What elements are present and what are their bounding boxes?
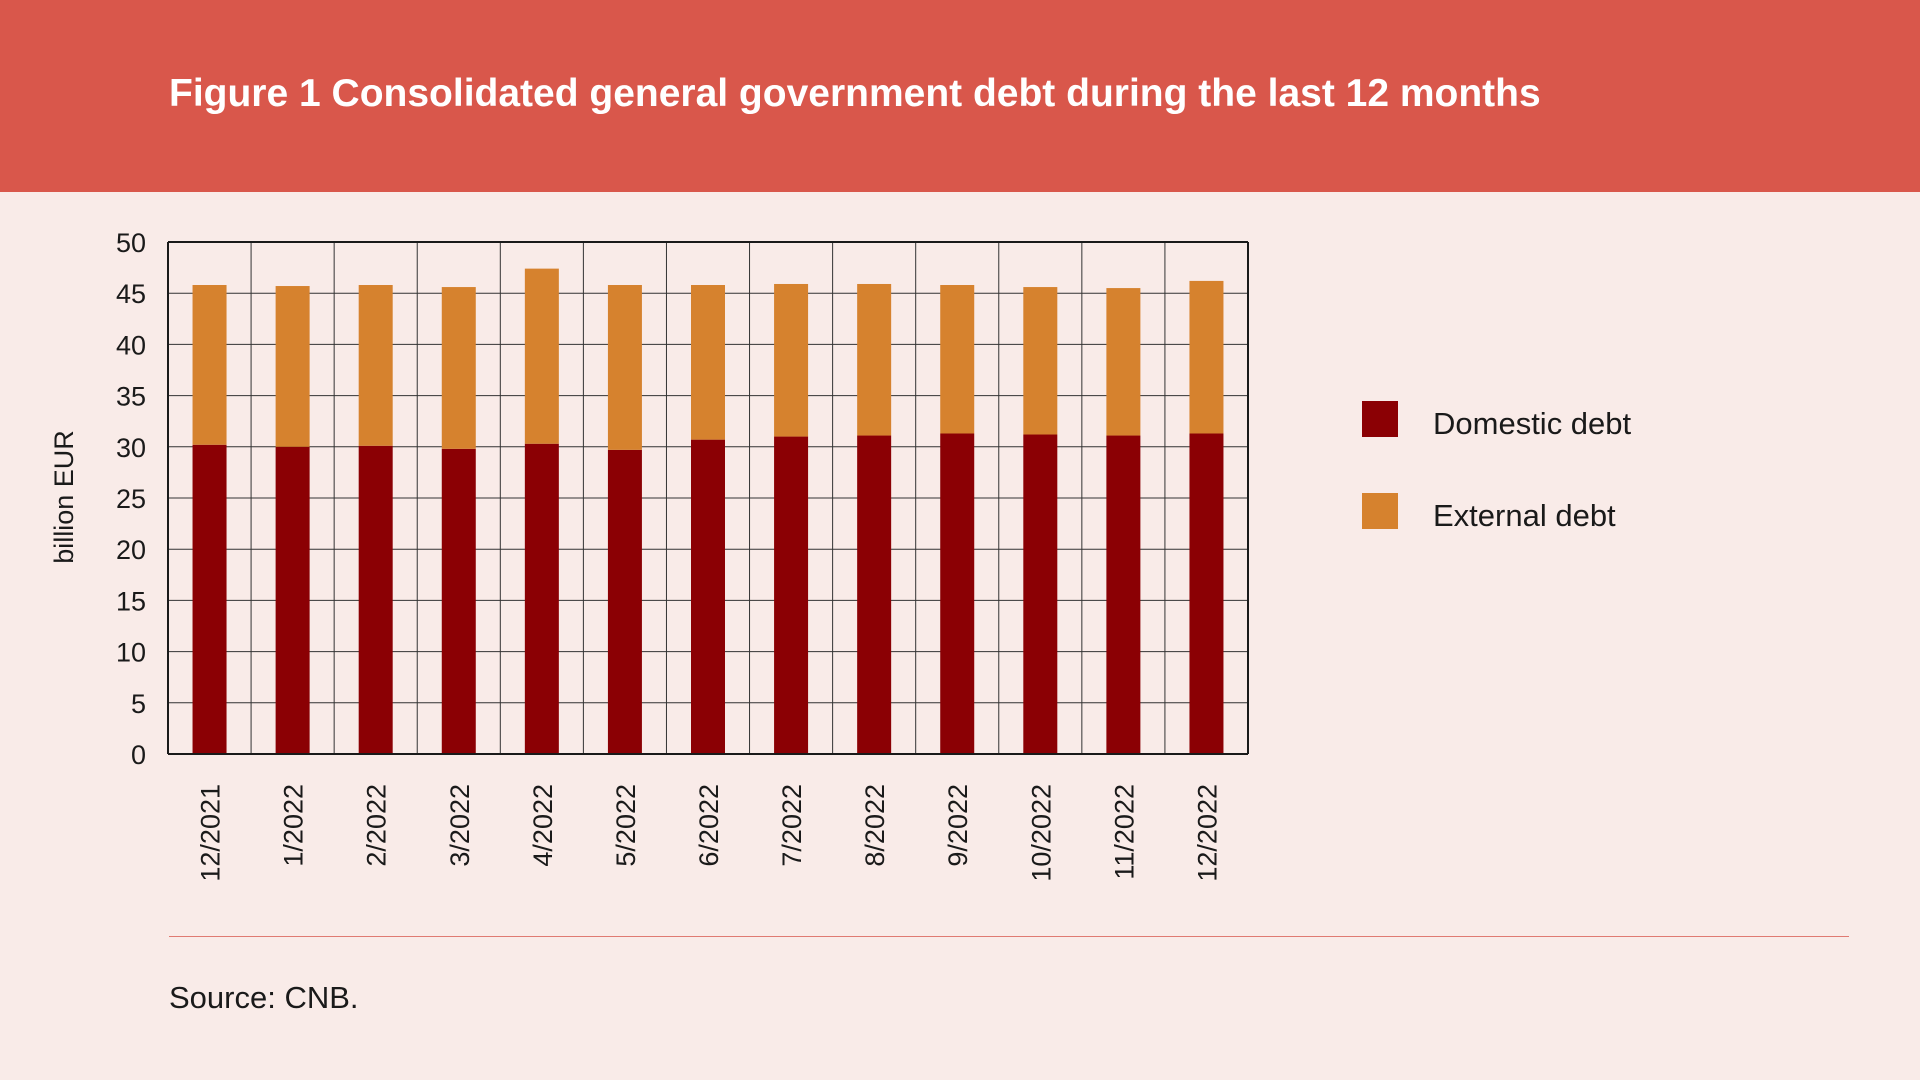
- bar-domestic-debt: [192, 444, 227, 754]
- x-tick-label: 11/2022: [1109, 784, 1139, 880]
- x-tick-label: 4/2022: [528, 784, 558, 867]
- x-tick-label: 3/2022: [445, 784, 475, 867]
- y-tick-label: 30: [116, 433, 146, 463]
- y-tick-label: 5: [131, 689, 146, 719]
- x-tick-label: 1/2022: [279, 784, 309, 867]
- bar-domestic-debt: [1189, 433, 1224, 754]
- y-axis-label: billion EUR: [49, 430, 79, 564]
- bar-domestic-debt: [524, 443, 559, 754]
- legend-swatch: [1362, 493, 1398, 529]
- bar-domestic-debt: [275, 446, 310, 754]
- bar-external-debt: [607, 285, 642, 450]
- bar-external-debt: [1106, 288, 1141, 436]
- source-note: Source: CNB.: [169, 980, 359, 1015]
- bar-external-debt: [774, 283, 809, 437]
- y-tick-label: 35: [116, 382, 146, 412]
- bar-domestic-debt: [940, 433, 975, 754]
- figure-title: Figure 1 Consolidated general government…: [169, 72, 1541, 115]
- legend-label: Domestic debt: [1433, 406, 1632, 441]
- x-tick-label: 8/2022: [860, 784, 890, 867]
- bar-domestic-debt: [607, 449, 642, 754]
- y-tick-label: 15: [116, 586, 146, 616]
- x-tick-label: 12/2021: [196, 784, 226, 882]
- bar-domestic-debt: [857, 435, 892, 754]
- bar-domestic-debt: [1106, 435, 1141, 754]
- figure-header: Figure 1 Consolidated general government…: [0, 0, 1920, 192]
- footer-divider: [169, 936, 1849, 937]
- x-tick-label: 9/2022: [943, 784, 973, 867]
- bar-domestic-debt: [441, 448, 476, 754]
- y-tick-label: 45: [116, 279, 146, 309]
- legend-swatch: [1362, 401, 1398, 437]
- bar-external-debt: [857, 283, 892, 436]
- bar-external-debt: [192, 285, 227, 445]
- bar-external-debt: [441, 287, 476, 449]
- y-tick-label: 20: [116, 535, 146, 565]
- y-tick-label: 10: [116, 638, 146, 668]
- bar-domestic-debt: [1023, 434, 1058, 754]
- legend-label: External debt: [1433, 498, 1616, 533]
- y-tick-label: 40: [116, 330, 146, 360]
- bar-domestic-debt: [358, 445, 393, 754]
- stacked-bar-chart: 0 5 10 15 20 25 30 35 40 45 50 12/2021 1/2022 2/2022 3…: [49, 228, 1632, 882]
- y-tick-label: 0: [131, 740, 146, 770]
- x-tick-label: 5/2022: [611, 784, 641, 867]
- x-tick-label: 12/2022: [1192, 784, 1222, 882]
- bar-external-debt: [524, 268, 559, 444]
- bar-external-debt: [1023, 287, 1058, 435]
- y-tick-label: 25: [116, 484, 146, 514]
- x-tick-label: 10/2022: [1026, 784, 1056, 882]
- bar-external-debt: [691, 285, 725, 440]
- bar-external-debt: [1189, 280, 1224, 434]
- bar-external-debt: [358, 285, 393, 446]
- bar-domestic-debt: [691, 439, 725, 754]
- bar-external-debt: [275, 286, 310, 447]
- y-tick-label: 50: [116, 228, 146, 258]
- x-tick-label: 6/2022: [694, 784, 724, 867]
- bar-domestic-debt: [774, 436, 809, 754]
- bar-external-debt: [940, 285, 975, 434]
- x-tick-label: 7/2022: [777, 784, 807, 867]
- x-tick-label: 2/2022: [362, 784, 392, 867]
